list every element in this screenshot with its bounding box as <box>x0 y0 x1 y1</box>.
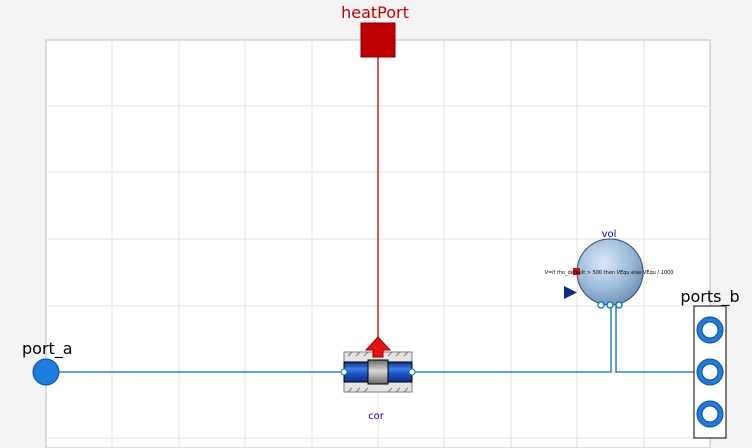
ports-b-port-3[interactable] <box>696 400 724 428</box>
cor-component[interactable] <box>340 336 416 393</box>
port-a-label: port_a <box>22 339 73 359</box>
cor-label: cor <box>368 411 385 422</box>
heat-port-square[interactable] <box>360 22 396 58</box>
cor-core <box>367 359 389 385</box>
vol-heat-port[interactable] <box>573 268 580 275</box>
ports-b-component[interactable] <box>693 305 727 439</box>
ports-b-port-2[interactable] <box>696 358 724 386</box>
vol-input-arrow-icon <box>564 286 577 299</box>
cor-hatching <box>347 351 409 393</box>
vol-ports-b-connection[interactable] <box>615 306 696 373</box>
cor-port-right[interactable] <box>408 368 416 376</box>
vol-port-1[interactable] <box>597 301 605 309</box>
ports-b-port-1[interactable] <box>696 316 724 344</box>
vol-component[interactable] <box>564 238 644 309</box>
cor-vol-connection[interactable] <box>412 306 612 373</box>
vol-port-3[interactable] <box>615 301 623 309</box>
cor-port-left[interactable] <box>340 368 348 376</box>
vol-parameter: V=if rho_default > 500 then VEqu else VE… <box>545 270 674 276</box>
vol-port-2[interactable] <box>606 301 614 309</box>
vol-label: vol <box>602 229 617 240</box>
heat-port-label: heatPort <box>341 3 409 22</box>
ports-b-label: ports_b <box>680 287 739 307</box>
cor-heat-arrow-icon <box>364 336 392 358</box>
port-a-circle[interactable] <box>32 358 60 386</box>
